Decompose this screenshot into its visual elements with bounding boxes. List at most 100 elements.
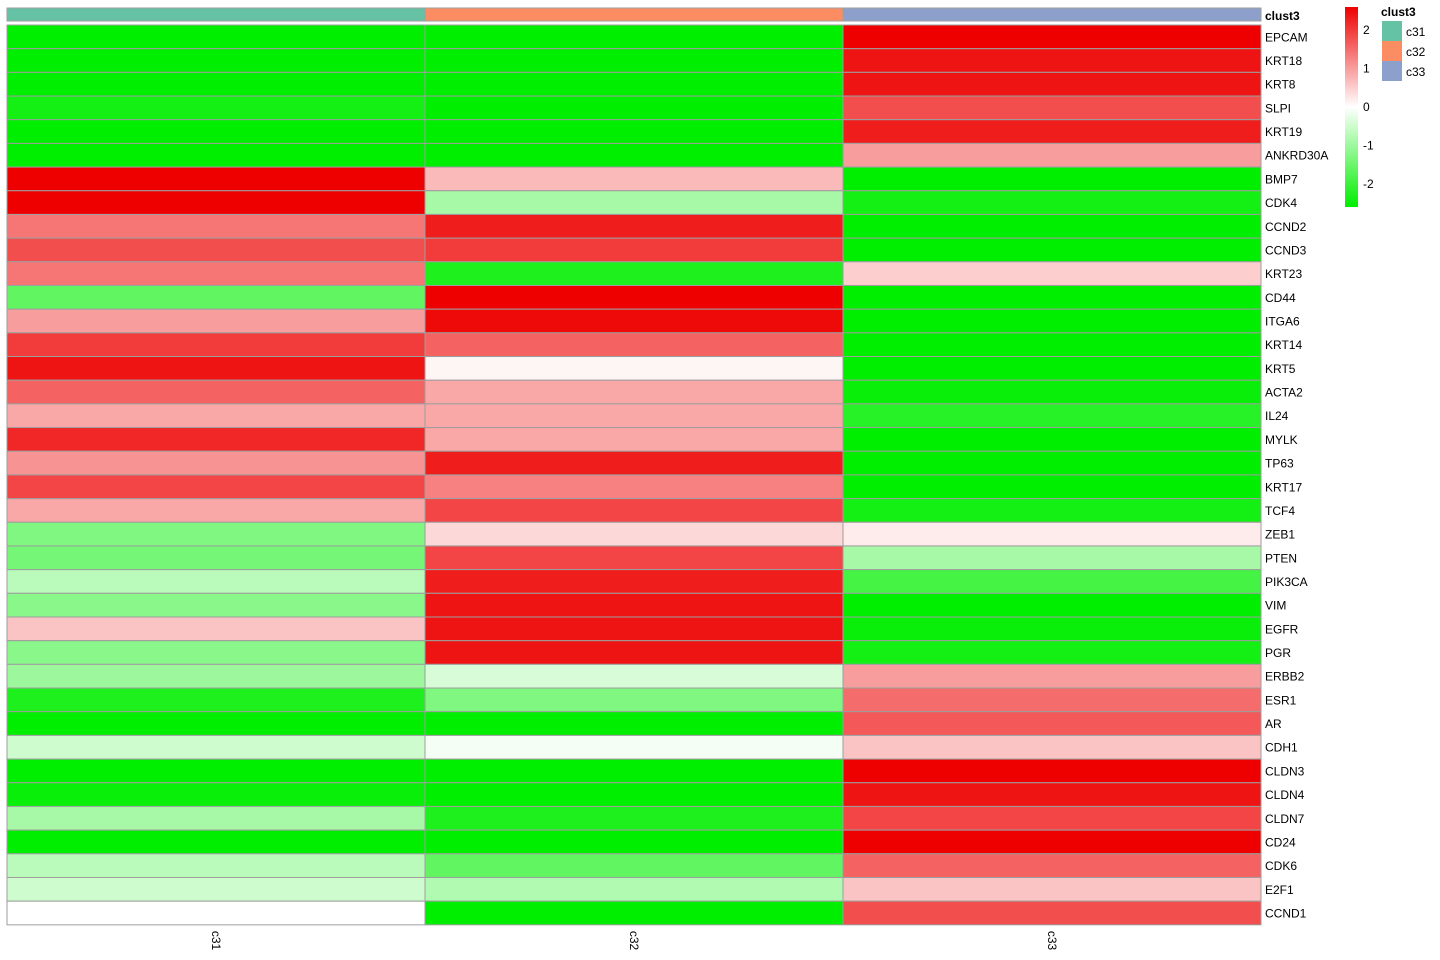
heatmap-cell-CD44-c33 xyxy=(842,284,1262,310)
heatmap-cell-CD24-c32 xyxy=(424,829,844,855)
row-label-CCND3: CCND3 xyxy=(1265,243,1307,257)
heatmap-cell-BMP7-c31 xyxy=(6,166,426,192)
heatmap-cell-IL24-c32 xyxy=(424,403,844,429)
heatmap-cell-EGFR-c33 xyxy=(842,616,1262,642)
heatmap-cell-CDK6-c31 xyxy=(6,853,426,878)
row-label-CCND1: CCND1 xyxy=(1265,907,1307,921)
row-label-VIM: VIM xyxy=(1265,599,1286,613)
heatmap-cell-ZEB1-c31 xyxy=(6,521,426,547)
heatmap-cell-CCND2-c32 xyxy=(424,213,844,239)
row-label-ITGA6: ITGA6 xyxy=(1265,315,1300,329)
annotation-legend-title: clust3 xyxy=(1381,5,1416,19)
heatmap-cell-CCND3-c33 xyxy=(842,237,1262,263)
annotation-cell-c33 xyxy=(842,7,1262,22)
heatmap-cell-E2F1-c32 xyxy=(424,876,844,902)
colorbar-tick-label: -2 xyxy=(1363,177,1374,191)
legend-label-c33: c33 xyxy=(1406,65,1426,79)
row-label-KRT23: KRT23 xyxy=(1265,267,1302,281)
heatmap-cell-CDK4-c33 xyxy=(842,190,1262,215)
heatmap-cell-VIM-c31 xyxy=(6,592,426,618)
heatmap-cell-TP63-c32 xyxy=(424,450,844,476)
heatmap-cell-ESR1-c31 xyxy=(6,687,426,713)
row-label-TP63: TP63 xyxy=(1265,457,1294,471)
heatmap-cell-IL24-c33 xyxy=(842,403,1262,429)
heatmap-cell-TP63-c31 xyxy=(6,450,426,476)
heatmap-cell-KRT17-c33 xyxy=(842,474,1262,500)
heatmap-cell-PGR-c33 xyxy=(842,640,1262,665)
heatmap-cell-SLPI-c32 xyxy=(424,95,844,121)
legend-label-c32: c32 xyxy=(1406,45,1426,59)
heatmap-cell-KRT19-c32 xyxy=(424,119,844,144)
row-label-CD44: CD44 xyxy=(1265,291,1296,305)
column-label-c31: c31 xyxy=(209,931,223,951)
heatmap-cell-ESR1-c32 xyxy=(424,687,844,713)
legend-swatch-c32 xyxy=(1382,41,1402,61)
row-label-PIK3CA: PIK3CA xyxy=(1265,575,1308,589)
row-label-KRT17: KRT17 xyxy=(1265,480,1302,494)
heatmap-cell-CDK4-c32 xyxy=(424,190,844,215)
heatmap-cell-KRT19-c33 xyxy=(842,119,1262,144)
row-label-CD24: CD24 xyxy=(1265,835,1296,849)
heatmap-cell-TCF4-c32 xyxy=(424,498,844,523)
heatmap-cell-KRT5-c33 xyxy=(842,356,1262,381)
colorbar-tick-label: 0 xyxy=(1363,100,1370,114)
heatmap-cell-KRT18-c33 xyxy=(842,48,1262,73)
heatmap-cell-BMP7-c32 xyxy=(424,166,844,192)
heatmap-cell-PTEN-c32 xyxy=(424,545,844,571)
row-label-CLDN4: CLDN4 xyxy=(1265,788,1305,802)
heatmap-cell-KRT23-c32 xyxy=(424,261,844,286)
heatmap-cell-CD44-c31 xyxy=(6,284,426,310)
colorbar-tick-label: 1 xyxy=(1363,62,1370,76)
heatmap-cell-ERBB2-c32 xyxy=(424,663,844,689)
heatmap-cell-ITGA6-c31 xyxy=(6,308,426,334)
row-label-CLDN7: CLDN7 xyxy=(1265,812,1305,826)
annotation-cell-c32 xyxy=(424,7,844,22)
heatmap-cell-KRT23-c31 xyxy=(6,261,426,286)
legend-swatch-c31 xyxy=(1382,21,1402,41)
heatmap-cell-SLPI-c31 xyxy=(6,95,426,121)
heatmap-cell-EPCAM-c32 xyxy=(424,24,844,50)
heatmap-cell-KRT19-c31 xyxy=(6,119,426,144)
heatmap-cell-ESR1-c33 xyxy=(842,687,1262,713)
heatmap-cell-CLDN7-c31 xyxy=(6,805,426,831)
annotation-title: clust3 xyxy=(1265,9,1300,23)
row-labels: EPCAM KRT18 KRT8 SLPI KRT19 ANKRD30A BMP7 CDK4 C… xyxy=(1265,30,1328,920)
heatmap-cell-MYLK-c31 xyxy=(6,427,426,452)
row-label-CDK6: CDK6 xyxy=(1265,859,1297,873)
heatmap-cell-PTEN-c31 xyxy=(6,545,426,571)
heatmap-cell-CCND2-c31 xyxy=(6,213,426,239)
row-label-EGFR: EGFR xyxy=(1265,622,1299,636)
heatmap-cell-CD24-c33 xyxy=(842,829,1262,855)
row-label-E2F1: E2F1 xyxy=(1265,883,1294,897)
heatmap-cell-CDK6-c33 xyxy=(842,853,1262,878)
column-label-c33: c33 xyxy=(1045,931,1059,951)
heatmap-cell-PTEN-c33 xyxy=(842,545,1262,571)
colorbar-legend: 2 1 0 -1 -2 xyxy=(1345,7,1374,207)
heatmap-cell-AR-c33 xyxy=(842,711,1262,736)
heatmap-cells xyxy=(6,24,1262,926)
heatmap-cell-AR-c32 xyxy=(424,711,844,736)
heatmap-cell-KRT14-c32 xyxy=(424,332,844,358)
row-label-KRT18: KRT18 xyxy=(1265,54,1302,68)
column-label-c32: c32 xyxy=(627,931,641,951)
heatmap-cell-ACTA2-c31 xyxy=(6,379,426,405)
heatmap-cell-BMP7-c33 xyxy=(842,166,1262,192)
heatmap-cell-KRT17-c32 xyxy=(424,474,844,500)
row-label-CCND2: CCND2 xyxy=(1265,220,1307,234)
row-label-ZEB1: ZEB1 xyxy=(1265,528,1295,542)
heatmap-cell-CCND1-c32 xyxy=(424,900,844,926)
heatmap-cell-ZEB1-c33 xyxy=(842,521,1262,547)
heatmap-cell-KRT8-c31 xyxy=(6,71,426,97)
heatmap-cell-CLDN7-c33 xyxy=(842,805,1262,831)
colorbar-gradient xyxy=(1345,7,1358,207)
heatmap-cell-PIK3CA-c33 xyxy=(842,569,1262,594)
heatmap-cell-CLDN7-c32 xyxy=(424,805,844,831)
heatmap-cell-PGR-c32 xyxy=(424,640,844,665)
heatmap-cell-PIK3CA-c31 xyxy=(6,569,426,594)
row-label-ESR1: ESR1 xyxy=(1265,693,1297,707)
heatmap-cell-ZEB1-c32 xyxy=(424,521,844,547)
heatmap-cell-CCND1-c31 xyxy=(6,900,426,926)
heatmap-cell-TCF4-c33 xyxy=(842,498,1262,523)
row-label-BMP7: BMP7 xyxy=(1265,172,1298,186)
